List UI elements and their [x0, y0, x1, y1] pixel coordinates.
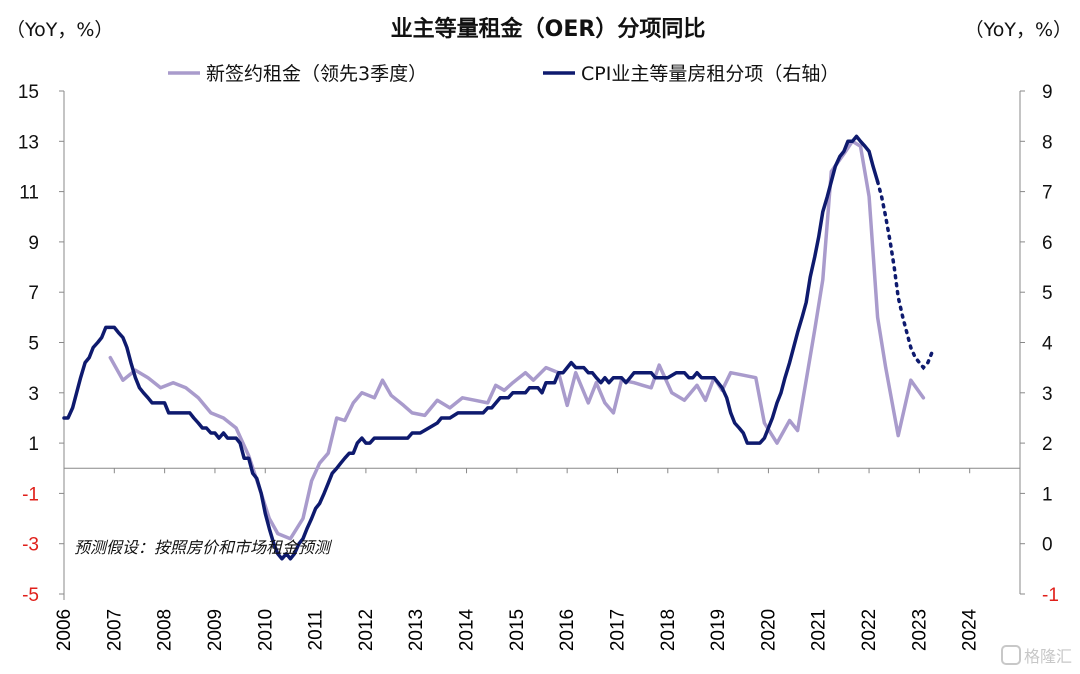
- left-tick-label: 9: [28, 233, 39, 254]
- right-tick-label: 0: [1042, 535, 1053, 556]
- x-tick-label: 2016: [557, 609, 578, 651]
- right-axis-unit: （YoY，%）: [965, 19, 1072, 41]
- watermark: 格隆汇: [1001, 645, 1072, 666]
- left-tick-label: 5: [28, 334, 39, 355]
- x-tick-label: 2007: [104, 609, 125, 651]
- series-line-new-lease-rent: [108, 139, 926, 541]
- x-tick-label: 2013: [406, 609, 427, 651]
- x-tick-label: 2012: [356, 609, 377, 651]
- left-tick-label: -1: [22, 484, 39, 505]
- series-line-cpi-oer-forecast: [875, 179, 934, 371]
- right-tick-label: 2: [1042, 434, 1053, 455]
- left-tick-label: -3: [22, 535, 39, 556]
- left-axis-unit: （YoY，%）: [6, 19, 113, 41]
- x-tick-label: 2006: [54, 609, 75, 651]
- x-tick-label: 2020: [758, 609, 779, 651]
- x-tick-label: 2023: [909, 609, 930, 651]
- right-tick-label: -1: [1042, 585, 1059, 606]
- left-tick-label: 7: [28, 283, 39, 304]
- left-tick-label: 11: [19, 183, 39, 204]
- left-tick-label: 3: [28, 384, 39, 405]
- left-tick-label: 1: [28, 434, 39, 455]
- watermark-text: 格隆汇: [1024, 647, 1072, 666]
- x-tick-label: 2021: [809, 609, 830, 651]
- legend-label-cpi-oer: CPI业主等量房租分项（右轴）: [581, 63, 839, 85]
- left-tick-label: 13: [18, 132, 39, 153]
- x-tick-label: 2017: [607, 609, 628, 651]
- right-tick-label: 5: [1042, 283, 1053, 304]
- right-tick-label: 1: [1042, 484, 1053, 505]
- x-tick-label: 2022: [859, 609, 880, 651]
- right-tick-label: 9: [1042, 82, 1053, 103]
- x-tick-label: 2008: [155, 609, 176, 651]
- legend-label-new-lease: 新签约租金（领先3季度）: [206, 63, 427, 85]
- data-series: [62, 134, 934, 561]
- x-tick-label: 2011: [306, 610, 327, 651]
- series-line-cpi-oer: [62, 134, 880, 561]
- left-tick-label: -5: [22, 585, 39, 606]
- watermark-logo-icon: [1001, 645, 1021, 665]
- right-tick-label: 8: [1042, 132, 1053, 153]
- forecast-note: 预测假设：按照房价和市场租金预测: [74, 538, 333, 557]
- right-tick-label: 6: [1042, 233, 1053, 254]
- chart-title: 业主等量租金（OER）分项同比: [391, 16, 706, 42]
- legend: 新签约租金（领先3季度） CPI业主等量房租分项（右轴）: [168, 63, 839, 85]
- x-tick-label: 2018: [658, 609, 679, 651]
- x-tick-label: 2024: [960, 608, 981, 651]
- left-tick-label: 15: [18, 82, 39, 103]
- x-tick-label: 2014: [457, 608, 478, 651]
- x-tick-label: 2019: [708, 609, 729, 651]
- x-tick-label: 2010: [255, 609, 276, 651]
- x-tick-label: 2015: [507, 609, 528, 651]
- x-tick-label: 2009: [205, 609, 226, 651]
- right-tick-label: 3: [1042, 384, 1053, 405]
- right-tick-label: 4: [1042, 334, 1053, 355]
- right-tick-label: 7: [1042, 183, 1053, 204]
